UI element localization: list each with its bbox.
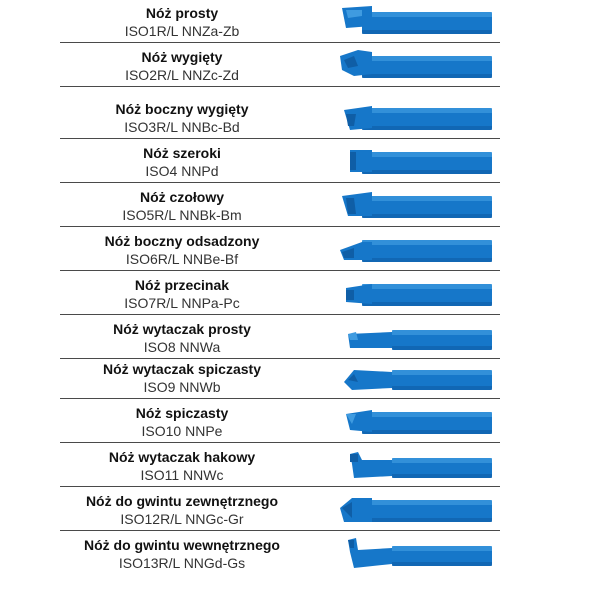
tool-row: Nóż boczny wygięty ISO3R/L NNBc-Bd xyxy=(60,96,500,139)
tool-code: ISO13R/L NNGd-Gs xyxy=(118,554,246,571)
tool-code: ISO4 NNPd xyxy=(145,162,219,179)
tool-label: Nóż spiczasty ISO10 NNPe xyxy=(60,404,304,440)
tool-label: Nóż do gwintu zewnętrznego ISO12R/L NNGc-… xyxy=(60,492,304,528)
tool-row: Nóż wytaczak hakowy ISO11 NNWc xyxy=(60,444,500,487)
tool-label: Nóż prosty ISO1R/L NNZa-Zb xyxy=(60,4,304,40)
lathe-tool-image xyxy=(332,0,500,43)
tool-name: Nóż do gwintu zewnętrznego xyxy=(85,492,279,509)
tool-code: ISO1R/L NNZa-Zb xyxy=(124,22,240,39)
lathe-tool-image xyxy=(332,400,500,443)
tool-name: Nóż boczny wygięty xyxy=(115,100,249,117)
tool-name: Nóż prosty xyxy=(145,4,219,21)
row-divider xyxy=(60,398,500,399)
row-divider xyxy=(60,42,500,43)
lathe-tool-image xyxy=(332,316,500,359)
lathe-tool-image xyxy=(332,228,500,271)
lathe-tool-image xyxy=(332,184,500,227)
tool-row: Nóż do gwintu wewnętrznego ISO13R/L NNGd-… xyxy=(60,532,500,575)
tool-label: Nóż boczny odsadzony ISO6R/L NNBe-Bf xyxy=(60,232,304,268)
tool-code: ISO6R/L NNBe-Bf xyxy=(125,250,239,267)
tool-row: Nóż szeroki ISO4 NNPd xyxy=(60,140,500,183)
tool-name: Nóż do gwintu wewnętrznego xyxy=(84,536,280,553)
tool-code: ISO11 NNWc xyxy=(140,466,224,483)
tool-row: Nóż do gwintu zewnętrznego ISO12R/L NNGc-… xyxy=(60,488,500,531)
row-divider xyxy=(60,86,500,87)
tool-code: ISO8 NNWa xyxy=(143,338,221,355)
tool-name: Nóż wygięty xyxy=(141,48,223,65)
tool-name: Nóż spiczasty xyxy=(135,404,229,421)
tool-code: ISO9 NNWb xyxy=(143,378,221,395)
tool-row: Nóż wytaczak spiczasty ISO9 NNWb xyxy=(60,356,500,399)
lathe-tool-image xyxy=(332,140,500,183)
lathe-tool-image xyxy=(332,356,500,399)
tool-code: ISO3R/L NNBc-Bd xyxy=(124,118,240,135)
tool-label: Nóż do gwintu wewnętrznego ISO13R/L NNGd-… xyxy=(60,536,304,572)
row-divider xyxy=(60,182,500,183)
row-divider xyxy=(60,442,500,443)
row-divider xyxy=(60,486,500,487)
tool-row: Nóż przecinak ISO7R/L NNPa-Pc xyxy=(60,272,500,315)
tool-code: ISO7R/L NNPa-Pc xyxy=(124,294,240,311)
lathe-tool-image xyxy=(332,532,500,575)
tool-label: Nóż szeroki ISO4 NNPd xyxy=(60,144,304,180)
row-divider xyxy=(60,358,500,359)
tool-label: Nóż przecinak ISO7R/L NNPa-Pc xyxy=(60,276,304,312)
tool-name: Nóż wytaczak hakowy xyxy=(108,448,256,465)
tool-label: Nóż wytaczak prosty ISO8 NNWa xyxy=(60,320,304,356)
row-divider xyxy=(60,314,500,315)
tool-row: Nóż wytaczak prosty ISO8 NNWa xyxy=(60,316,500,359)
tool-table: Nóż prosty ISO1R/L NNZa-Zb Nóż wygięty ISO… xyxy=(60,0,500,580)
tool-row: Nóż spiczasty ISO10 NNPe xyxy=(60,400,500,443)
lathe-tool-image xyxy=(332,96,500,139)
tool-name: Nóż wytaczak spiczasty xyxy=(103,360,261,377)
tool-name: Nóż wytaczak prosty xyxy=(113,320,251,337)
row-divider xyxy=(60,530,500,531)
tool-row: Nóż boczny odsadzony ISO6R/L NNBe-Bf xyxy=(60,228,500,271)
tool-label: Nóż wytaczak spiczasty ISO9 NNWb xyxy=(60,360,304,396)
tool-name: Nóż szeroki xyxy=(143,144,221,161)
tool-row: Nóż czołowy ISO5R/L NNBk-Bm xyxy=(60,184,500,227)
tool-label: Nóż czołowy ISO5R/L NNBk-Bm xyxy=(60,188,304,224)
tool-code: ISO10 NNPe xyxy=(141,422,223,439)
tool-name: Nóż przecinak xyxy=(134,276,230,293)
lathe-tool-image xyxy=(332,488,500,531)
row-divider xyxy=(60,226,500,227)
lathe-tool-image xyxy=(332,272,500,315)
row-divider xyxy=(60,138,500,139)
tool-name: Nóż boczny odsadzony xyxy=(104,232,260,249)
tool-code: ISO5R/L NNBk-Bm xyxy=(122,206,242,223)
tool-code: ISO2R/L NNZc-Zd xyxy=(125,66,239,83)
tool-code: ISO12R/L NNGc-Gr xyxy=(120,510,244,527)
tool-label: Nóż wygięty ISO2R/L NNZc-Zd xyxy=(60,48,304,84)
tool-name: Nóż czołowy xyxy=(139,188,224,205)
tool-row: Nóż wygięty ISO2R/L NNZc-Zd xyxy=(60,44,500,87)
lathe-tool-image xyxy=(332,444,500,487)
tool-label: Nóż boczny wygięty ISO3R/L NNBc-Bd xyxy=(60,100,304,136)
tool-label: Nóż wytaczak hakowy ISO11 NNWc xyxy=(60,448,304,484)
lathe-tool-image xyxy=(332,44,500,87)
tool-row: Nóż prosty ISO1R/L NNZa-Zb xyxy=(60,0,500,43)
row-divider xyxy=(60,270,500,271)
